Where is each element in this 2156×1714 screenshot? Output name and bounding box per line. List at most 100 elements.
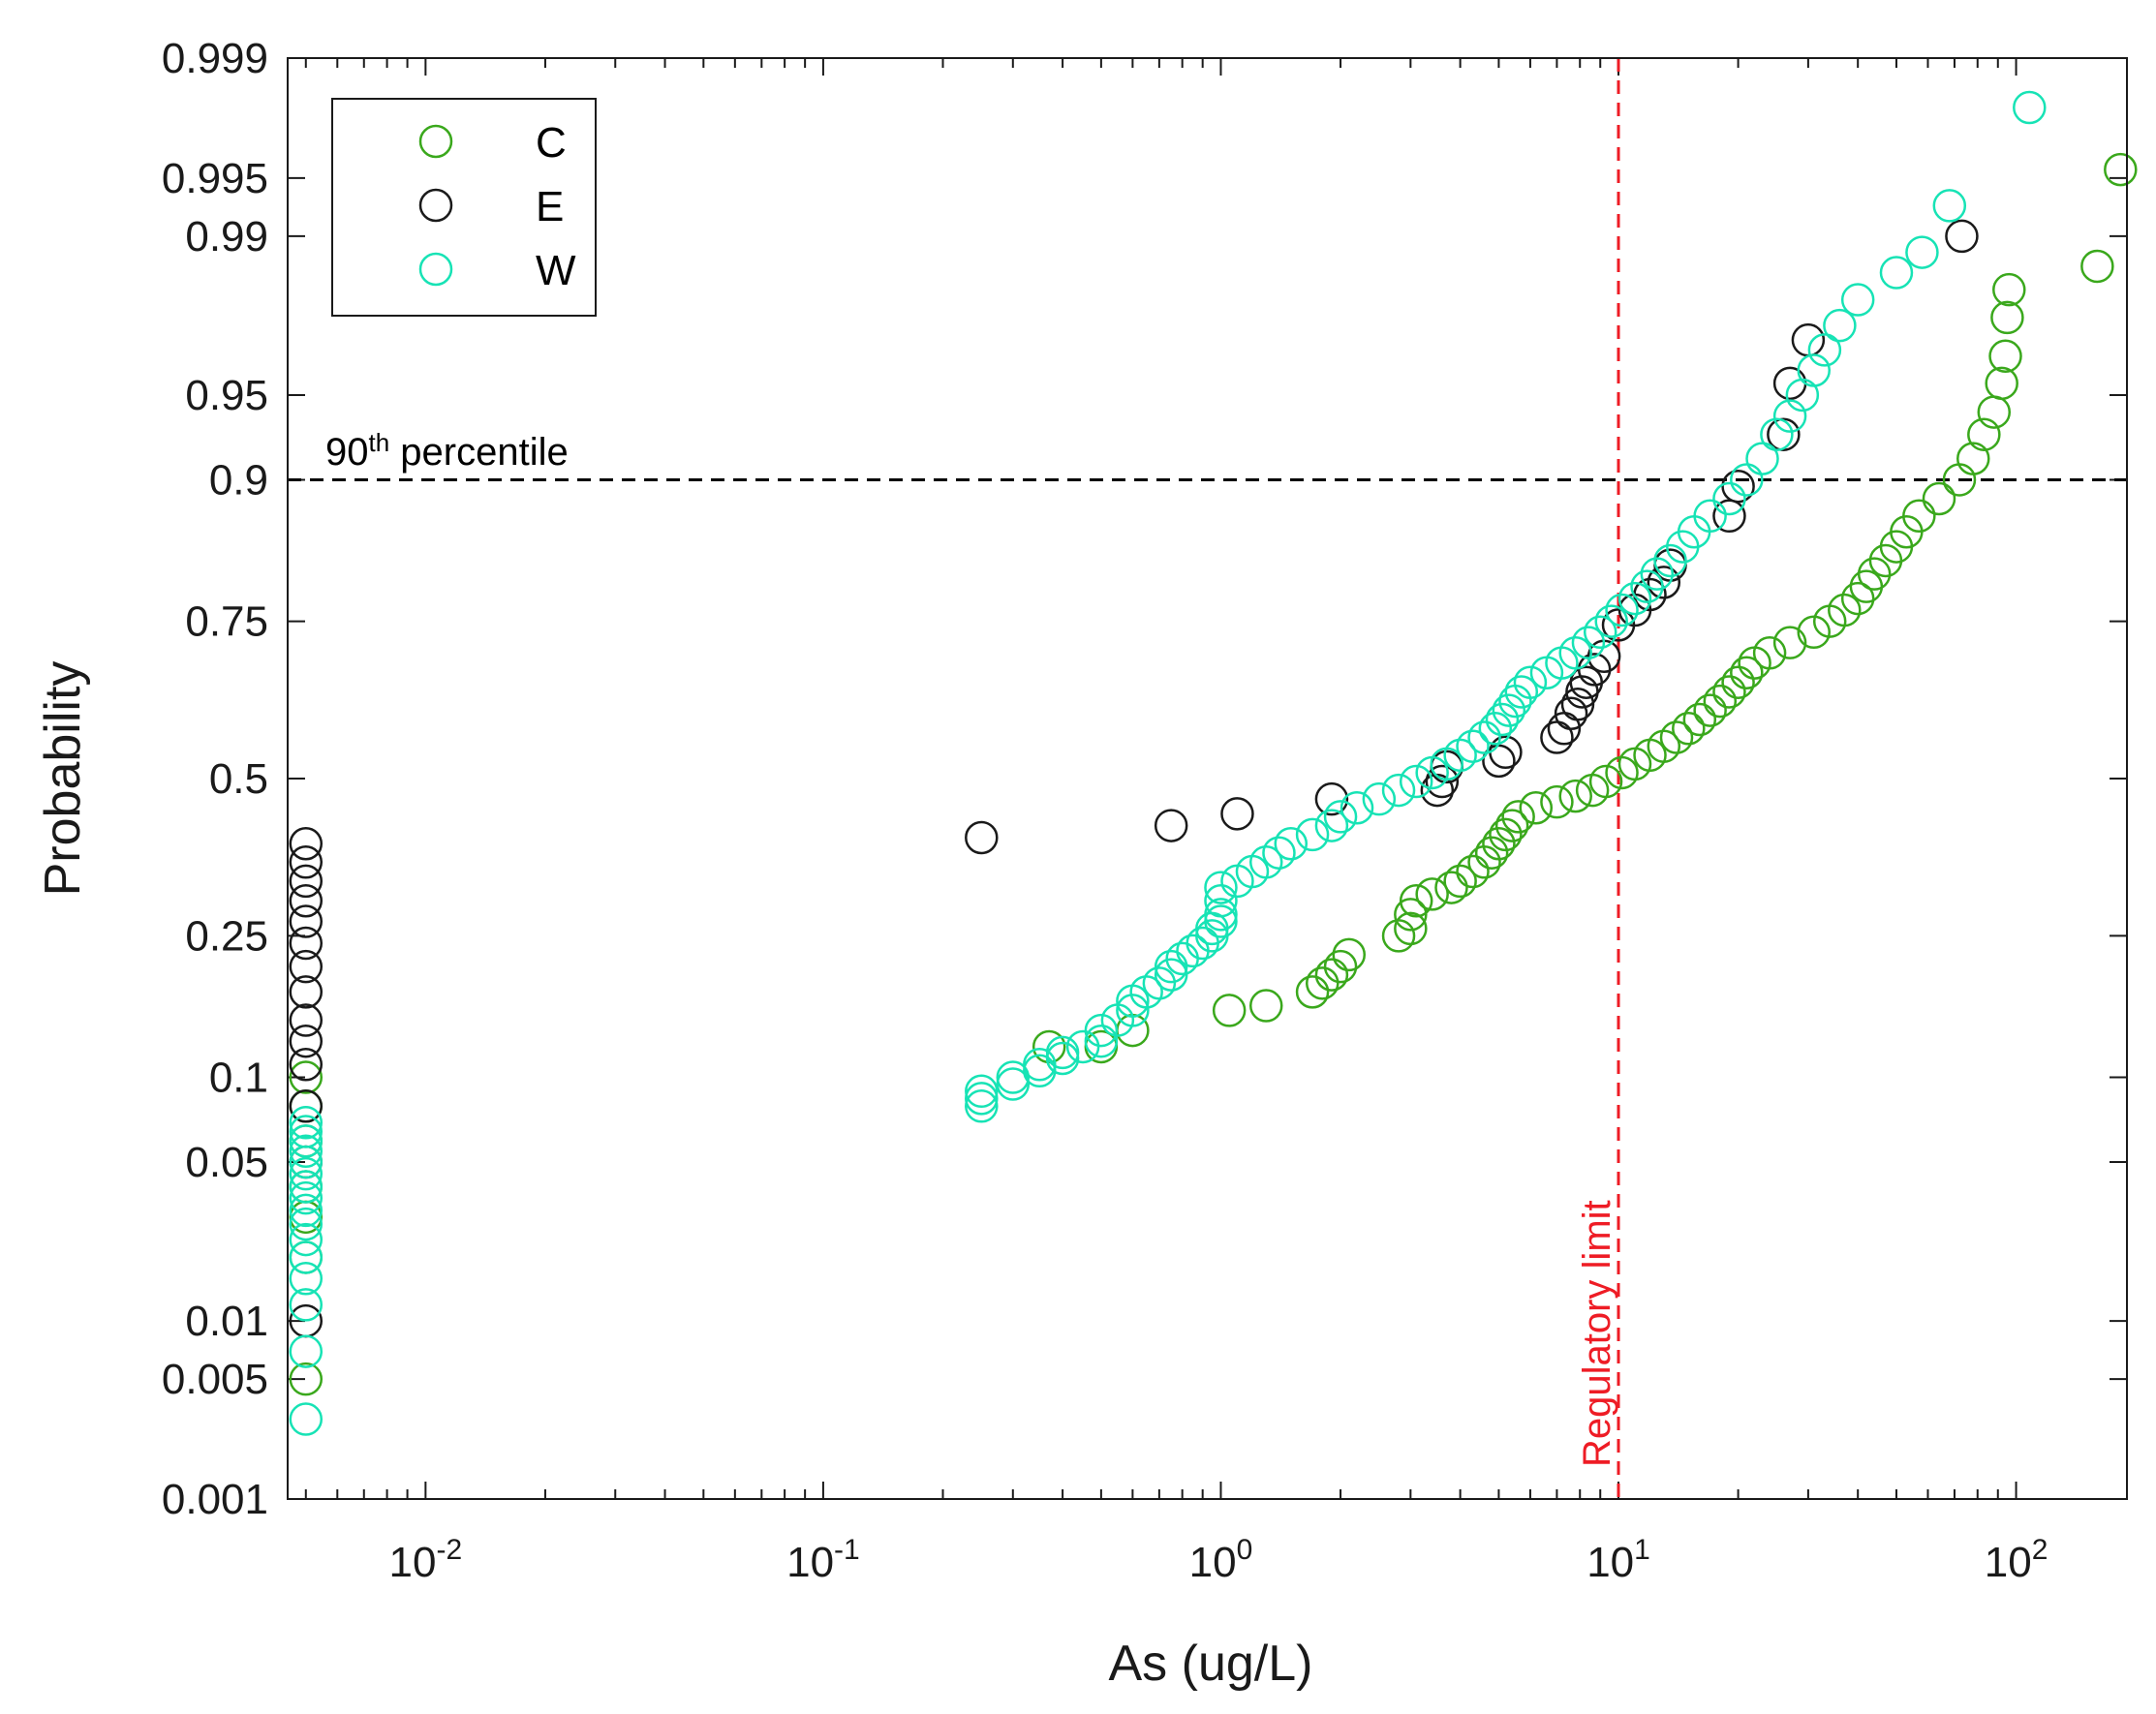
data-point bbox=[1767, 417, 1801, 451]
data-points bbox=[289, 90, 2138, 1436]
data-point bbox=[2104, 152, 2138, 187]
data-point bbox=[1540, 784, 1574, 819]
data-point bbox=[1721, 665, 1755, 699]
data-point bbox=[1712, 675, 1746, 709]
data-point bbox=[289, 1115, 323, 1148]
data-point bbox=[1653, 543, 1687, 578]
data-point bbox=[1204, 898, 1238, 932]
data-point bbox=[1823, 308, 1857, 343]
svg-text:90th percentile: 90th percentile bbox=[325, 428, 569, 474]
data-point bbox=[1513, 665, 1548, 699]
data-point bbox=[289, 1207, 323, 1241]
data-point bbox=[965, 820, 999, 855]
data-point bbox=[1116, 994, 1150, 1027]
data-point bbox=[1394, 898, 1428, 932]
legend-box bbox=[331, 98, 597, 317]
data-point bbox=[1485, 702, 1520, 737]
data-point bbox=[1314, 958, 1349, 992]
legend-marker-W bbox=[418, 252, 453, 287]
data-point bbox=[996, 1067, 1031, 1101]
data-point bbox=[1474, 836, 1509, 870]
data-point bbox=[1840, 283, 1875, 317]
data-point bbox=[1142, 966, 1177, 1000]
data-point bbox=[289, 1262, 323, 1296]
data-point bbox=[1381, 773, 1416, 808]
y-tick-label: 0.9 bbox=[209, 456, 268, 504]
data-point bbox=[1501, 800, 1535, 834]
data-point bbox=[1583, 615, 1617, 650]
data-point bbox=[1840, 581, 1875, 616]
data-point bbox=[1492, 693, 1526, 727]
data-point bbox=[1558, 779, 1592, 813]
data-point bbox=[1154, 809, 1188, 842]
data-point bbox=[1248, 845, 1283, 879]
data-point bbox=[1772, 626, 1807, 659]
y-tick-labels: 0.001 0.005 0.01 0.05 0.1 0.25 0.5 0.75 0.9 0.95 0… bbox=[162, 35, 268, 1523]
legend: CEW bbox=[331, 98, 597, 317]
data-point bbox=[289, 1134, 323, 1169]
data-point bbox=[1425, 764, 1460, 799]
data-point bbox=[1879, 256, 1914, 290]
data-point bbox=[1456, 729, 1490, 763]
data-point bbox=[289, 826, 323, 861]
data-point bbox=[1494, 809, 1529, 842]
data-point bbox=[289, 1048, 323, 1082]
data-point bbox=[1212, 994, 1247, 1027]
y-tick-label: 0.25 bbox=[185, 912, 268, 960]
data-point bbox=[1712, 481, 1746, 516]
data-point bbox=[1154, 958, 1188, 992]
data-point bbox=[1045, 1035, 1080, 1070]
data-point bbox=[1990, 300, 2024, 335]
data-point bbox=[1332, 937, 1367, 972]
data-point bbox=[1084, 1024, 1119, 1058]
data-point bbox=[1752, 636, 1787, 670]
data-point bbox=[1857, 557, 1892, 591]
data-point bbox=[1323, 949, 1358, 984]
reference-lines bbox=[288, 58, 2127, 1499]
legend-label-W: W bbox=[536, 247, 576, 294]
data-point bbox=[1399, 764, 1433, 799]
data-point bbox=[1988, 339, 2022, 374]
data-point bbox=[1456, 854, 1490, 889]
data-point bbox=[1922, 481, 1956, 516]
data-point bbox=[289, 1222, 323, 1257]
data-point bbox=[1204, 904, 1238, 938]
legend-marker-E bbox=[418, 188, 453, 223]
data-point bbox=[1693, 499, 1727, 534]
data-point bbox=[1745, 442, 1779, 475]
data-point bbox=[1967, 417, 2001, 451]
data-point bbox=[289, 1170, 323, 1204]
data-point bbox=[1905, 235, 1939, 269]
data-point bbox=[1554, 696, 1588, 731]
data-point bbox=[1571, 626, 1606, 659]
regulatory-limit-label: Regulatory limit bbox=[1576, 1200, 1618, 1467]
data-point bbox=[1478, 712, 1513, 746]
data-point bbox=[289, 1240, 323, 1274]
data-point bbox=[1295, 817, 1330, 852]
data-point bbox=[289, 1003, 323, 1037]
y-tick-label: 0.005 bbox=[162, 1356, 268, 1403]
data-point bbox=[965, 1074, 999, 1109]
data-point bbox=[1945, 219, 1979, 254]
data-point bbox=[289, 1089, 323, 1123]
data-point bbox=[289, 904, 323, 938]
y-tick-label: 0.5 bbox=[209, 755, 268, 803]
data-point bbox=[1504, 675, 1539, 709]
data-point bbox=[1902, 499, 1936, 534]
data-point bbox=[1274, 826, 1309, 861]
data-point bbox=[1295, 975, 1330, 1009]
y-tick-label: 0.95 bbox=[185, 372, 268, 419]
data-point bbox=[289, 1180, 323, 1215]
data-point bbox=[289, 1402, 323, 1436]
data-point bbox=[1617, 581, 1652, 616]
data-point bbox=[1594, 604, 1628, 638]
data-point bbox=[1647, 566, 1681, 599]
y-tick-label: 0.001 bbox=[162, 1476, 268, 1523]
data-point bbox=[289, 975, 323, 1009]
data-point bbox=[1721, 469, 1755, 504]
data-point bbox=[1558, 636, 1592, 670]
data-point bbox=[1399, 884, 1433, 918]
data-point bbox=[289, 1106, 323, 1140]
data-point bbox=[1693, 693, 1727, 727]
